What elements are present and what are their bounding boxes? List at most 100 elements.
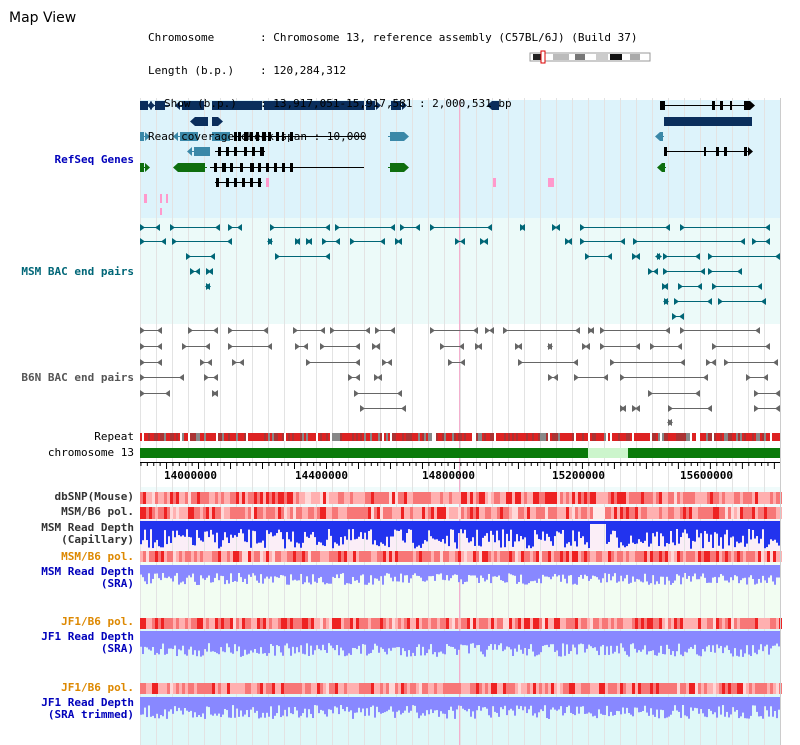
msm-b6-pol-bar bbox=[347, 507, 350, 519]
msm-sra-depth-bar bbox=[726, 565, 728, 581]
msm-capillary-depth-bar bbox=[150, 521, 152, 530]
msm-b6-pol-bar-2 bbox=[287, 551, 290, 562]
jf1-b6-pol-bar bbox=[152, 618, 155, 629]
jf1-trimmed-depth-bar bbox=[298, 697, 300, 718]
track-label-dbsnp[interactable]: dbSNP(Mouse) bbox=[54, 490, 134, 503]
jf1-trimmed-depth-bar bbox=[678, 697, 680, 712]
jf1-trimmed-depth-bar bbox=[226, 697, 228, 711]
msm-b6-pol-bar bbox=[440, 507, 443, 519]
bac-end-marker bbox=[355, 343, 360, 350]
msm-b6-pol-bar-2 bbox=[140, 551, 143, 562]
jf1-sra-depth-bar bbox=[318, 631, 320, 649]
msm-b6-pol-bar bbox=[239, 507, 242, 519]
dbsnp-bar bbox=[329, 492, 332, 504]
msm-capillary-depth-bar bbox=[610, 521, 612, 535]
msm-capillary-depth-bar bbox=[404, 521, 406, 543]
msm-b6-pol-bar bbox=[167, 507, 170, 519]
repeat-block bbox=[566, 433, 568, 441]
jf1-trimmed-depth-bar bbox=[712, 697, 714, 715]
jf1-sra-depth-bar bbox=[518, 631, 520, 645]
msm-b6-pol-bar-2 bbox=[281, 551, 284, 562]
bac-end-marker bbox=[390, 327, 395, 334]
msm-sra-depth-bar bbox=[516, 565, 518, 584]
repeat-block bbox=[360, 433, 362, 441]
msm-capillary-depth-bar bbox=[316, 521, 318, 545]
jf1-sra-depth-bar bbox=[220, 631, 222, 648]
bac-end-marker bbox=[480, 238, 485, 245]
repeat-block bbox=[498, 433, 500, 441]
msm-sra-depth-bar bbox=[238, 565, 240, 574]
msm-sra-depth-bar bbox=[376, 565, 378, 579]
dbsnp-bar bbox=[611, 492, 614, 504]
track-label-jf1-read-depth-trimmed[interactable]: JF1 Read Depth (SRA trimmed) bbox=[41, 696, 134, 721]
dbsnp-bar bbox=[455, 492, 458, 504]
msm-b6-pol-bar-2 bbox=[479, 551, 482, 562]
msm-b6-pol-bar-2 bbox=[374, 551, 377, 562]
msm-b6-pol-bar-2 bbox=[701, 551, 704, 562]
gene-exon bbox=[704, 147, 706, 156]
jf1-b6-pol-bar-2 bbox=[509, 683, 512, 694]
jf1-trimmed-depth-bar bbox=[676, 697, 678, 711]
msm-capillary-depth-bar bbox=[766, 521, 768, 548]
msm-sra-depth-bar bbox=[208, 565, 210, 576]
msm-capillary-depth-bar bbox=[742, 521, 744, 536]
track-label-repeat[interactable]: Repeat bbox=[94, 430, 134, 443]
jf1-sra-depth-bar bbox=[548, 631, 550, 648]
bac-end-marker bbox=[518, 359, 523, 366]
track-label-refseq-genes[interactable]: RefSeq Genes bbox=[54, 153, 134, 166]
msm-capillary-depth-bar bbox=[500, 521, 502, 548]
track-label-chromosome[interactable]: chromosome 13 bbox=[47, 446, 134, 459]
track-label-msm-read-depth-capillary[interactable]: MSM Read Depth (Capillary) bbox=[41, 521, 134, 546]
track-label-msm-bac[interactable]: MSM BAC end pairs bbox=[21, 265, 134, 278]
msm-capillary-depth-bar bbox=[432, 521, 434, 539]
track-label-msm-b6-pol-1[interactable]: MSM/B6 pol. bbox=[61, 505, 134, 518]
msm-b6-pol-bar-2 bbox=[650, 551, 653, 562]
jf1-b6-pol-bar-2 bbox=[410, 683, 413, 694]
jf1-sra-depth-bar bbox=[530, 631, 532, 645]
jf1-b6-pol-bar bbox=[185, 618, 188, 629]
dbsnp-bar bbox=[665, 492, 668, 504]
msm-b6-pol-bar-2 bbox=[305, 551, 308, 562]
jf1-trimmed-depth-bar bbox=[706, 697, 708, 718]
repeat-block bbox=[344, 433, 346, 441]
msm-b6-pol-bar bbox=[542, 507, 545, 519]
msm-sra-depth-bar bbox=[382, 565, 384, 585]
jf1-b6-pol-bar-2 bbox=[608, 683, 611, 694]
repeat-block bbox=[250, 433, 252, 441]
gene-arrow bbox=[750, 101, 755, 110]
jf1-sra-depth-bar bbox=[236, 631, 238, 652]
jf1-sra-depth-bar bbox=[380, 631, 382, 648]
msm-b6-pol-bar bbox=[632, 507, 635, 519]
msm-sra-depth-bar bbox=[274, 565, 276, 577]
repeat-block bbox=[486, 433, 488, 441]
jf1-b6-pol-bar bbox=[746, 618, 749, 629]
jf1-b6-pol-bar-2 bbox=[254, 683, 257, 694]
repeat-block bbox=[332, 433, 334, 441]
msm-capillary-depth-bar bbox=[510, 521, 512, 530]
bac-end-marker bbox=[375, 343, 380, 350]
track-label-msm-read-depth-sra[interactable]: MSM Read Depth (SRA) bbox=[41, 565, 134, 590]
track-label-jf1-b6-pol-1[interactable]: JF1/B6 pol. bbox=[61, 615, 134, 628]
msm-sra-depth-bar bbox=[324, 565, 326, 585]
repeat-block bbox=[154, 433, 156, 441]
jf1-b6-pol-bar-2 bbox=[599, 683, 602, 694]
msm-capillary-depth-bar bbox=[470, 521, 472, 542]
repeat-block bbox=[448, 433, 450, 441]
msm-b6-pol-bar bbox=[644, 507, 647, 519]
track-label-msm-b6-pol-2[interactable]: MSM/B6 pol. bbox=[61, 550, 134, 563]
repeat-block bbox=[474, 433, 476, 441]
msm-capillary-depth-bar bbox=[272, 521, 274, 537]
repeat-block bbox=[692, 433, 694, 441]
jf1-sra-depth-bar bbox=[672, 631, 674, 652]
msm-sra-depth-bar bbox=[464, 565, 466, 582]
track-label-b6n-bac[interactable]: B6N BAC end pairs bbox=[21, 371, 134, 384]
msm-capillary-depth-bar bbox=[712, 521, 714, 548]
msm-sra-depth-bar bbox=[622, 565, 624, 582]
track-label-jf1-b6-pol-2[interactable]: JF1/B6 pol. bbox=[61, 681, 134, 694]
jf1-b6-pol-bar-2 bbox=[683, 683, 686, 694]
bac-end-marker bbox=[205, 283, 210, 290]
msm-capillary-depth-bar bbox=[534, 521, 536, 531]
track-label-jf1-read-depth-sra[interactable]: JF1 Read Depth (SRA) bbox=[41, 630, 134, 655]
jf1-b6-pol-bar-2 bbox=[638, 683, 641, 694]
